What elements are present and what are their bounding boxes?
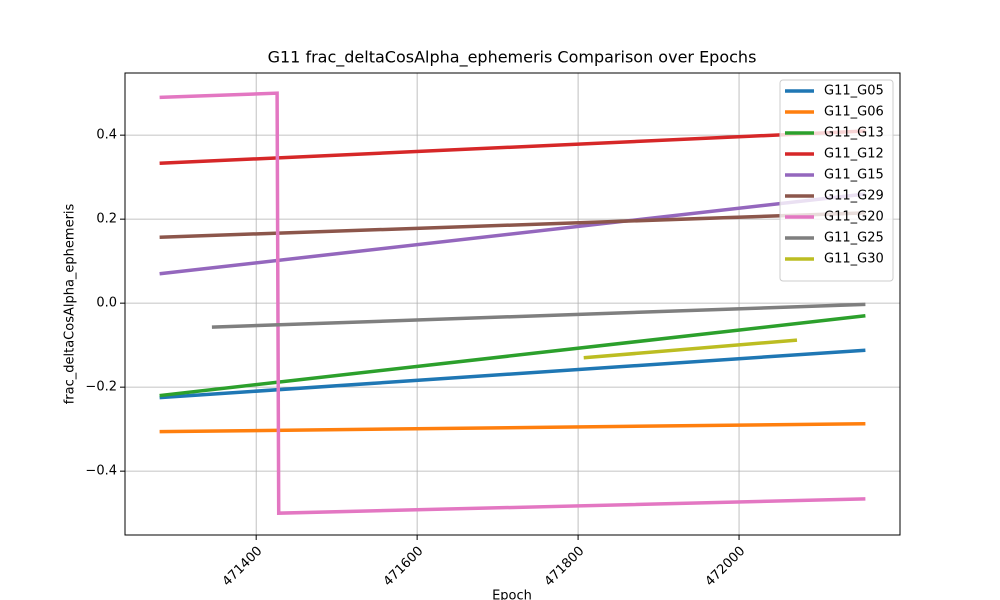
legend-label: G11_G12: [824, 147, 884, 162]
legend-label: G11_G15: [824, 168, 884, 183]
series-line: [159, 421, 866, 434]
legend-label: G11_G29: [824, 189, 884, 204]
series-line: [159, 129, 866, 166]
plot-frame: [124, 72, 901, 536]
y-axis-label: frac_deltaCosAlpha_ephemeris: [63, 203, 78, 404]
x-axis-label: Epoch: [492, 589, 532, 600]
legend-label: G11_G20: [824, 210, 884, 225]
legend-label: G11_G05: [824, 84, 884, 99]
x-tick-label: 472000: [703, 544, 749, 590]
legend-label: G11_G06: [824, 105, 884, 120]
legend-label: G11_G30: [824, 252, 884, 267]
series-line: [159, 91, 866, 515]
x-tick-label: 471400: [220, 544, 266, 590]
legend-label: G11_G25: [824, 231, 884, 246]
y-tick-label: −0.2: [85, 380, 117, 395]
series-line: [211, 302, 866, 329]
y-tick-label: 0.0: [96, 296, 117, 311]
x-tick-label: 471600: [381, 544, 427, 590]
y-tick-label: 0.4: [96, 128, 117, 143]
y-tick-label: −0.4: [85, 464, 117, 479]
chart-title: G11 frac_deltaCosAlpha_ephemeris Compari…: [268, 48, 757, 68]
legend: G11_G05 G11_G06 G11_G13 G11_G12 G11_G15 G11_G…: [779, 79, 894, 282]
x-tick-label: 471800: [542, 544, 588, 590]
series-line: [583, 338, 798, 360]
legend-box: [779, 79, 894, 282]
legend-label: G11_G13: [824, 126, 884, 141]
y-tick-label: 0.2: [96, 212, 117, 227]
